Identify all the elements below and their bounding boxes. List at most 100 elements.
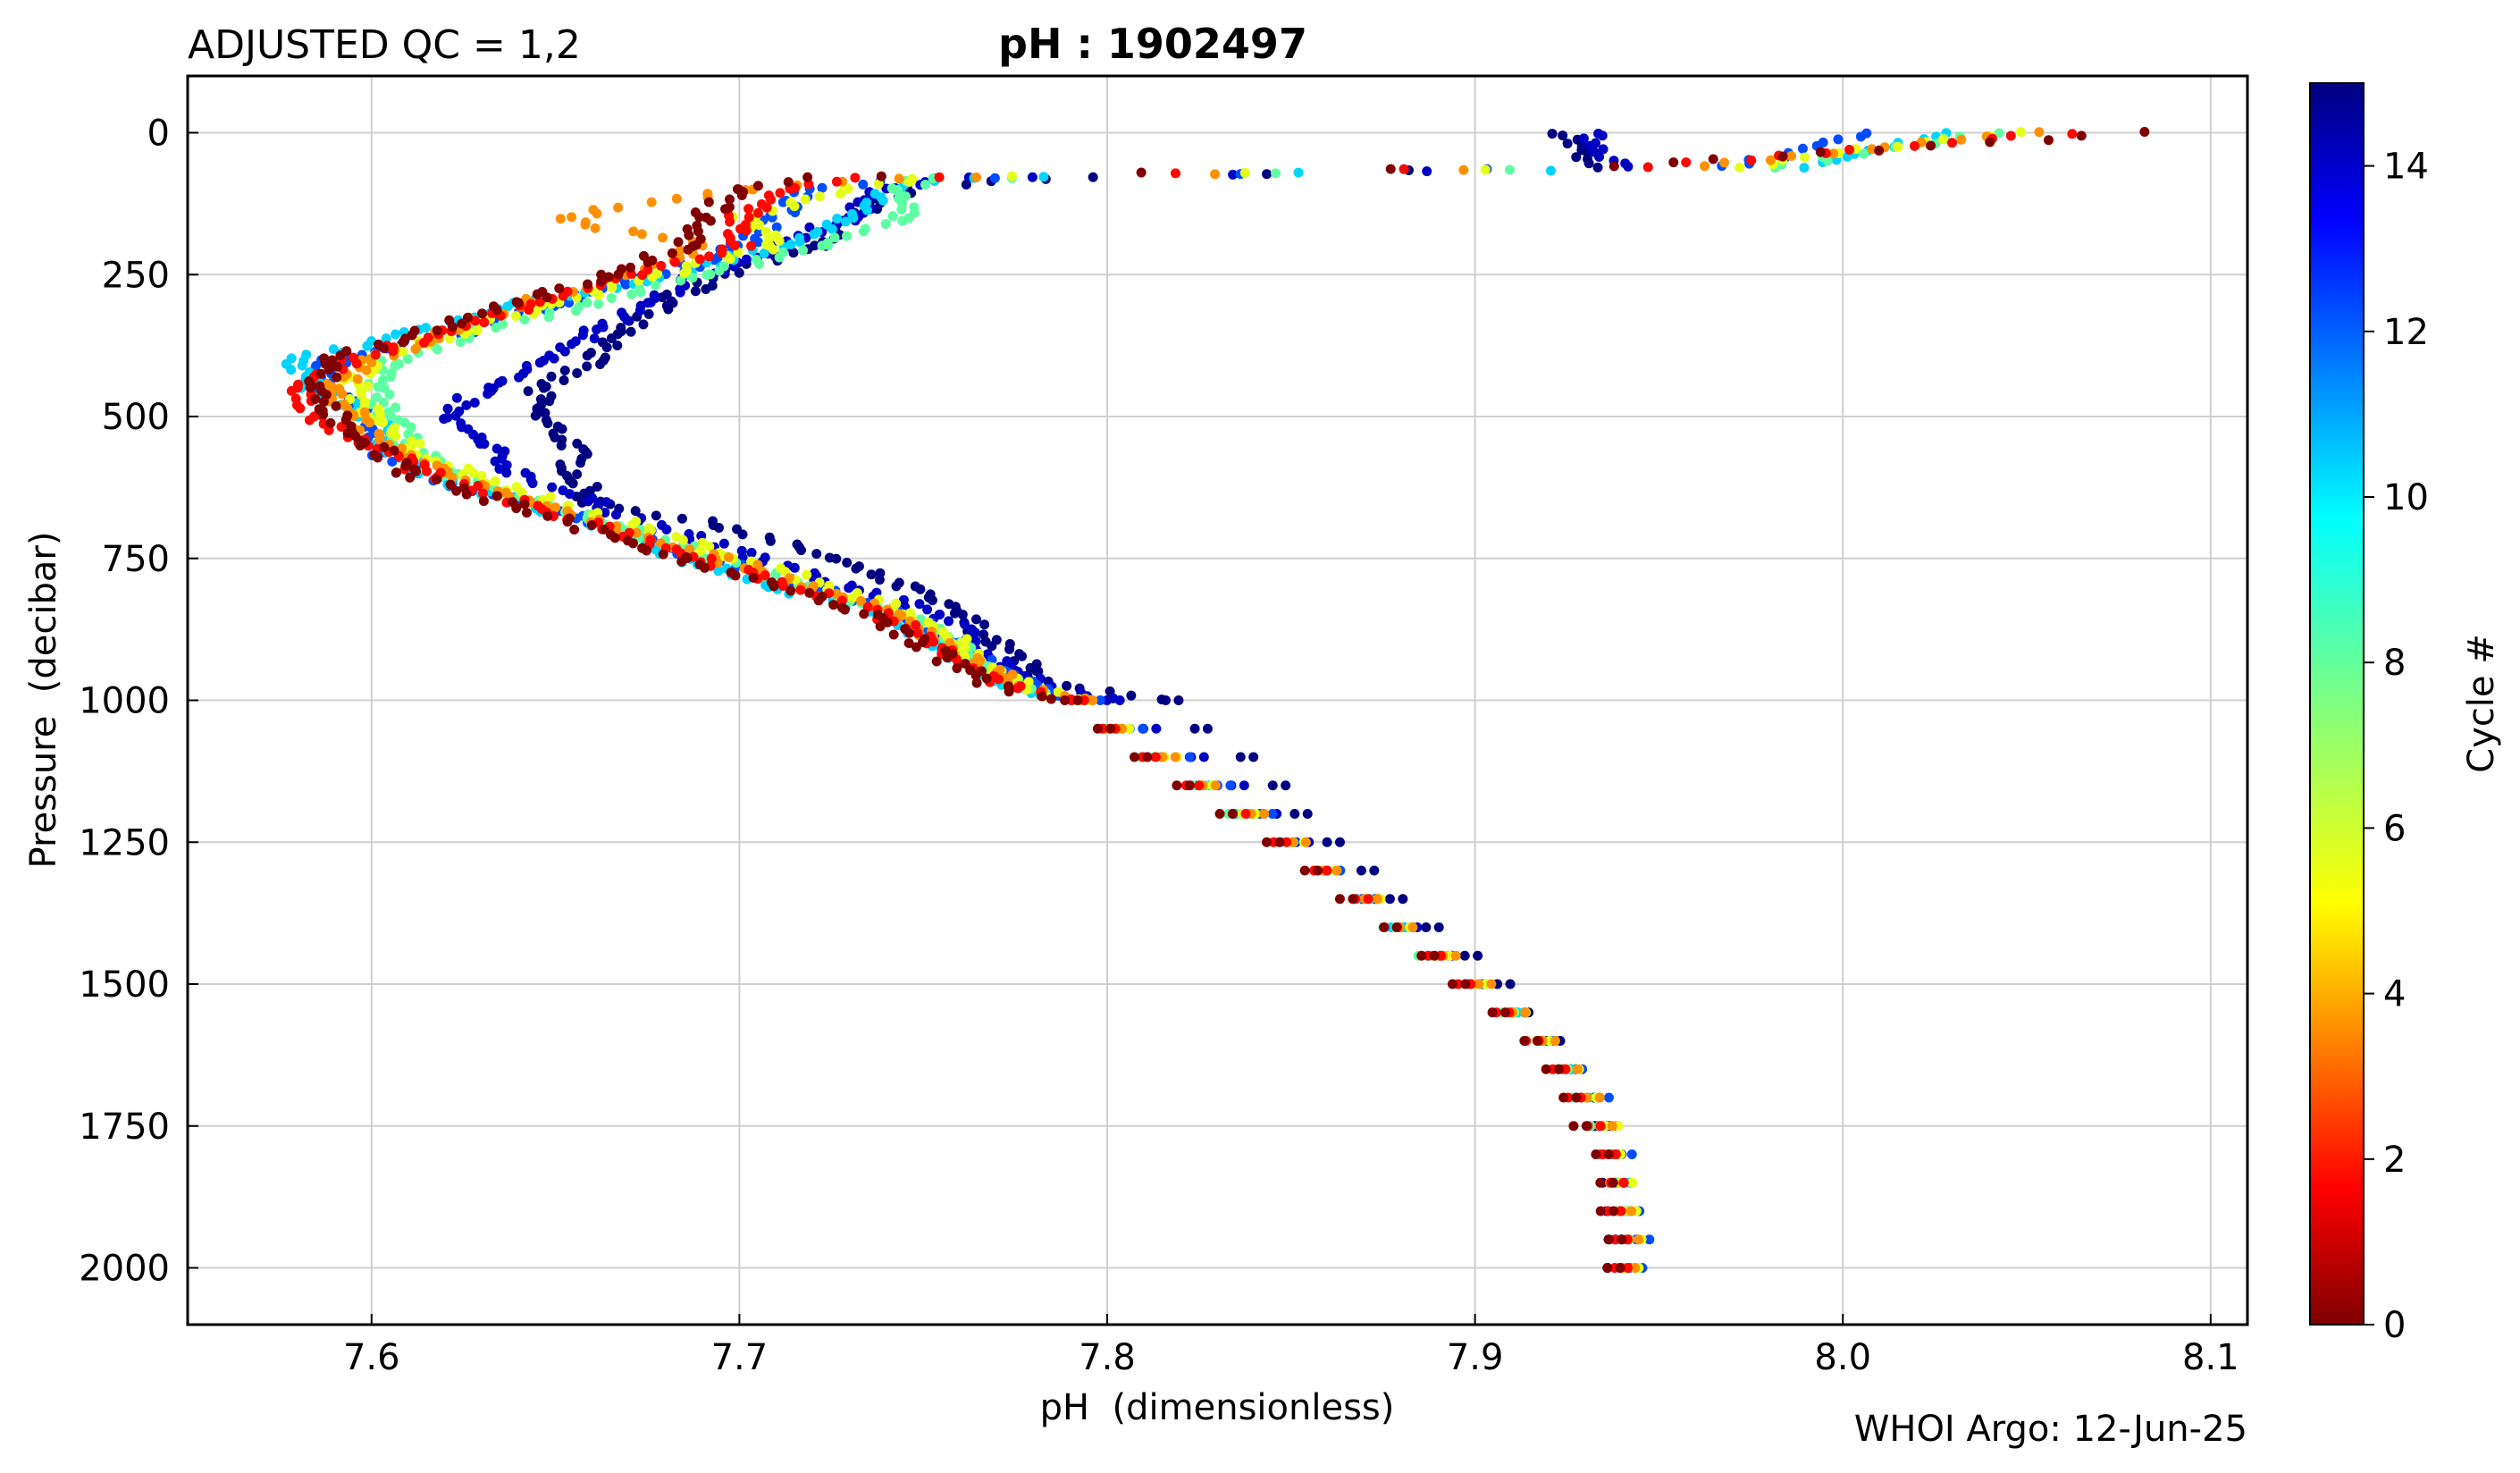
data-point: [1505, 979, 1516, 989]
data-point: [1594, 1092, 1605, 1103]
data-point: [1210, 780, 1221, 791]
data-point: [989, 173, 1000, 183]
data-point: [1618, 1177, 1629, 1188]
data-point: [914, 599, 925, 610]
data-point: [788, 248, 799, 258]
data-point: [1088, 695, 1098, 705]
data-point: [476, 470, 487, 481]
data-point: [1607, 1121, 1617, 1132]
data-point: [1558, 130, 1568, 141]
data-point: [848, 213, 859, 223]
data-point: [1616, 1206, 1626, 1216]
data-point: [847, 593, 858, 603]
y-tick-label: 0: [147, 114, 170, 155]
data-point: [927, 595, 937, 606]
data-point: [599, 524, 609, 534]
data-point: [635, 287, 646, 298]
data-point: [831, 553, 842, 564]
data-point: [667, 248, 677, 258]
data-point: [363, 381, 374, 391]
data-point: [580, 219, 591, 230]
data-point: [1385, 164, 1396, 174]
data-point: [397, 346, 407, 357]
data-point: [880, 219, 891, 230]
x-tick-label: 7.8: [1079, 1337, 1136, 1378]
y-tick-label: 750: [102, 539, 170, 580]
data-point: [741, 225, 752, 236]
data-point: [1270, 168, 1281, 179]
data-point: [673, 237, 684, 248]
data-point: [647, 272, 658, 282]
data-point: [377, 417, 388, 427]
data-point: [1598, 144, 1609, 155]
data-point: [1369, 865, 1380, 876]
data-point: [875, 621, 886, 632]
data-point: [679, 268, 690, 279]
data-point: [400, 460, 411, 471]
data-point: [562, 517, 573, 527]
data-point: [1591, 1149, 1601, 1159]
data-point: [814, 191, 825, 202]
data-point: [336, 422, 347, 433]
data-point: [592, 482, 602, 492]
data-point: [450, 410, 461, 421]
data-point: [325, 417, 336, 428]
data-point: [785, 585, 796, 596]
data-point: [858, 179, 869, 189]
data-point: [1240, 809, 1251, 819]
data-point: [1105, 723, 1116, 734]
data-point: [582, 350, 592, 361]
data-point: [410, 466, 421, 476]
data-point: [1004, 686, 1014, 697]
data-point: [626, 519, 637, 530]
data-point: [564, 298, 575, 308]
data-point: [912, 627, 923, 638]
data-point: [388, 346, 399, 357]
data-point: [323, 364, 334, 375]
data-point: [1520, 1007, 1531, 1018]
data-point: [894, 173, 904, 184]
data-point: [1822, 156, 1833, 166]
data-point: [1602, 1263, 1613, 1273]
data-point: [694, 212, 705, 223]
colorbar-tick-label: 10: [2383, 477, 2429, 518]
data-point: [1322, 865, 1332, 876]
data-point: [1267, 809, 1278, 819]
data-point: [1225, 780, 1236, 791]
data-point: [752, 181, 763, 191]
data-point: [451, 392, 462, 403]
data-point: [1700, 161, 1710, 172]
data-point: [641, 545, 651, 556]
data-point: [774, 235, 785, 246]
data-point: [542, 510, 553, 521]
data-point: [559, 366, 570, 376]
data-point: [979, 619, 990, 630]
data-point: [544, 396, 555, 407]
colorbar-tick-label: 12: [2383, 312, 2429, 353]
data-point: [2067, 129, 2078, 139]
data-point: [490, 476, 500, 486]
data-point: [960, 619, 970, 629]
x-axis-label: pH (dimensionless): [1040, 1387, 1395, 1428]
data-point: [720, 204, 731, 215]
data-point: [789, 562, 800, 573]
data-point: [595, 358, 606, 369]
data-point: [1828, 148, 1839, 159]
data-point: [705, 215, 716, 226]
data-point: [470, 316, 481, 326]
data-point: [405, 472, 416, 483]
data-point: [1583, 158, 1594, 169]
data-point: [365, 417, 375, 428]
data-point: [502, 301, 513, 312]
data-point: [817, 182, 827, 193]
data-point: [370, 349, 381, 360]
data-point: [610, 509, 621, 520]
data-point: [760, 569, 770, 580]
data-point: [477, 308, 488, 319]
data-point: [567, 478, 578, 489]
data-point: [2016, 127, 2027, 138]
data-point: [622, 315, 633, 325]
data-point: [445, 479, 456, 490]
data-point: [856, 595, 867, 606]
data-point: [1072, 695, 1083, 705]
